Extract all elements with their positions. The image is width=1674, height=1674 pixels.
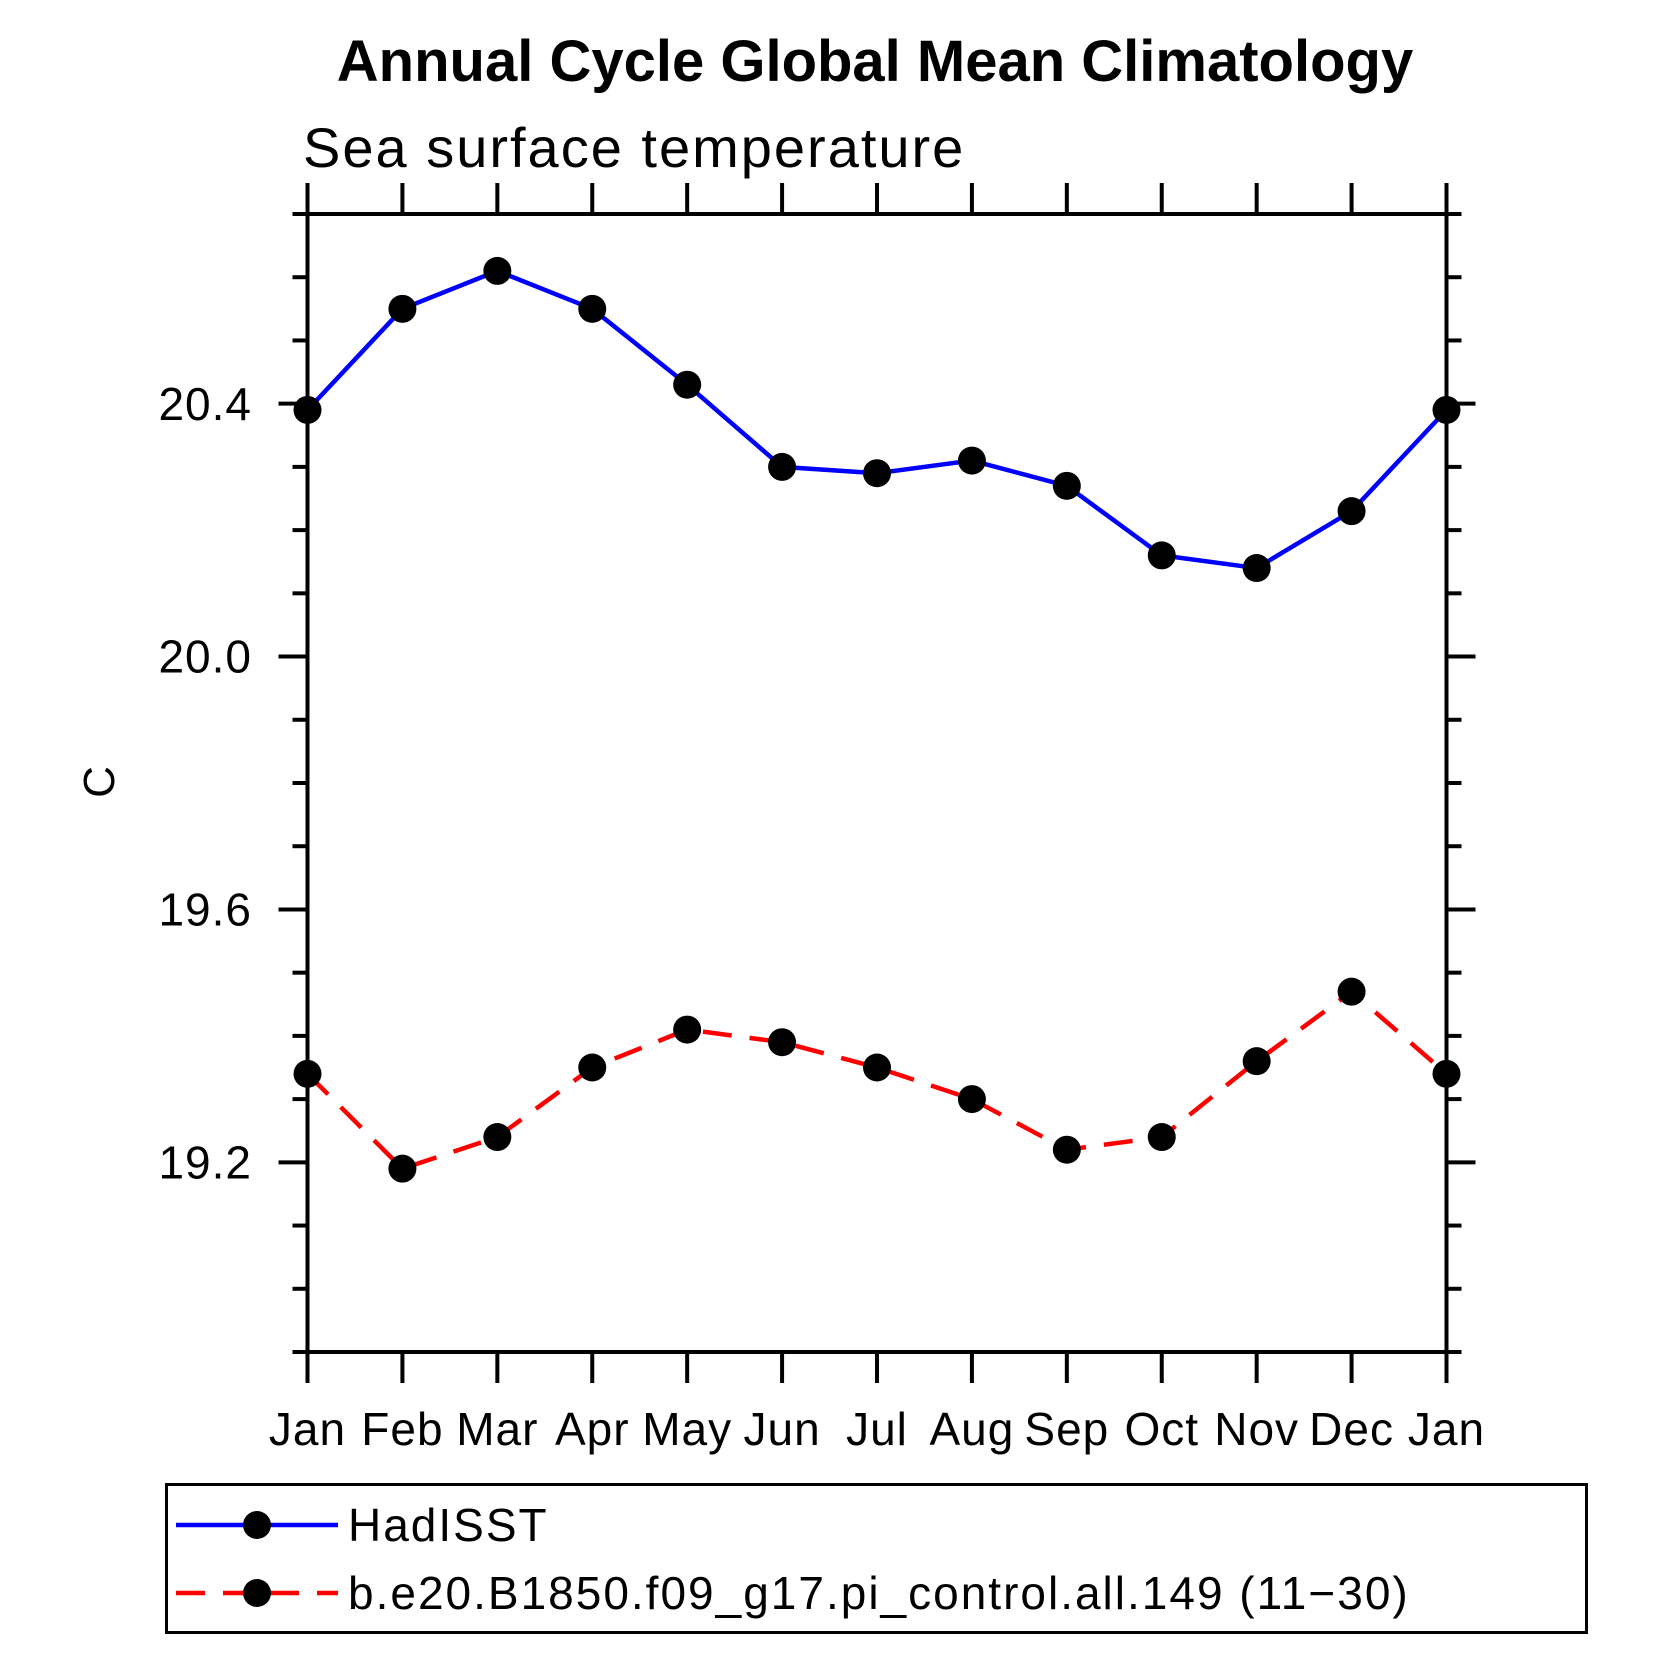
data-point — [578, 294, 607, 323]
data-point — [1052, 471, 1081, 500]
data-point-markers — [293, 256, 1461, 1183]
legend-marker-dot — [243, 1579, 271, 1607]
x-tick-label: Jul — [846, 1403, 908, 1455]
legend-label-hadisst: HadISST — [348, 1499, 549, 1551]
x-tick-label: Aug — [929, 1403, 1014, 1455]
y-tick-label: 19.6 — [158, 884, 252, 936]
plot-frame — [305, 212, 1449, 1354]
y-tick-label: 20.0 — [158, 631, 252, 683]
chart-title: Annual Cycle Global Mean Climatology — [336, 29, 1414, 94]
legend-marker-dot — [243, 1511, 271, 1539]
x-tick-label: Apr — [555, 1403, 630, 1455]
data-point — [957, 1085, 986, 1114]
legend-item-model: b.e20.B1850.f09_g17.pi_control.all.149 (… — [172, 1563, 1410, 1623]
data-point — [388, 1154, 417, 1183]
data-point — [1337, 977, 1366, 1006]
data-point — [483, 1123, 512, 1152]
data-point — [673, 1015, 702, 1044]
tick-labels: 19.2 19.6 20.0 20.4 Jan Feb Mar Apr May Jun Jul Aug… — [158, 378, 1485, 1455]
data-point — [483, 256, 512, 285]
legend: HadISST b.e20.B1850.f09_g17.pi_control.a… — [165, 1483, 1588, 1634]
axes — [278, 183, 1476, 1383]
x-tick-label: Jan — [1408, 1403, 1485, 1455]
x-tick-label: Jun — [743, 1403, 820, 1455]
data-point — [388, 294, 417, 323]
x-tick-label: Oct — [1124, 1403, 1199, 1455]
data-point — [863, 459, 891, 488]
data-point — [1147, 541, 1176, 570]
x-tick-label: Nov — [1214, 1403, 1299, 1455]
data-point — [957, 446, 986, 475]
data-point — [293, 1059, 322, 1088]
x-tick-label: Dec — [1309, 1403, 1394, 1455]
data-point — [768, 452, 797, 481]
data-point — [1337, 497, 1366, 526]
x-tick-label: Feb — [361, 1403, 443, 1455]
data-point — [1242, 554, 1271, 583]
data-point — [1432, 1059, 1461, 1088]
data-point — [1147, 1123, 1176, 1152]
y-tick-label: 19.2 — [158, 1136, 252, 1188]
data-point — [293, 395, 322, 424]
data-point — [1052, 1135, 1081, 1164]
data-point — [673, 370, 702, 399]
legend-label-model: b.e20.B1850.f09_g17.pi_control.all.149 (… — [348, 1567, 1410, 1619]
series-line-hadisst — [305, 268, 1449, 571]
x-tick-label: Sep — [1024, 1403, 1109, 1455]
data-point — [1432, 395, 1461, 424]
legend-sample-solid — [176, 1511, 338, 1539]
data-point — [863, 1053, 891, 1082]
legend-item-hadisst: HadISST — [172, 1495, 549, 1555]
data-point — [768, 1028, 797, 1057]
data-point — [578, 1053, 607, 1082]
legend-sample-dashed — [176, 1579, 338, 1607]
x-tick-label: Jan — [269, 1403, 346, 1455]
x-tick-label: May — [642, 1403, 732, 1455]
y-tick-label: 20.4 — [158, 378, 252, 430]
chart-subtitle: Sea surface temperature — [303, 116, 966, 179]
data-point — [1242, 1047, 1271, 1076]
x-tick-label: Mar — [456, 1403, 538, 1455]
